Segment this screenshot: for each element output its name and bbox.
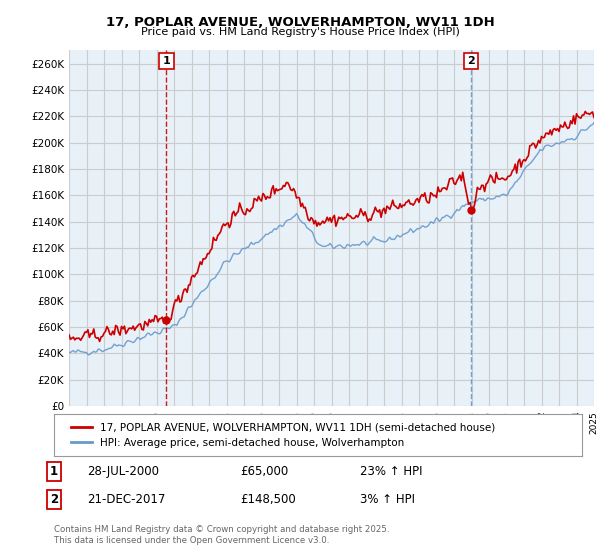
Text: 2: 2	[50, 493, 58, 506]
Text: 23% ↑ HPI: 23% ↑ HPI	[360, 465, 422, 478]
Text: 3% ↑ HPI: 3% ↑ HPI	[360, 493, 415, 506]
Text: 1: 1	[50, 465, 58, 478]
Text: Contains HM Land Registry data © Crown copyright and database right 2025.
This d: Contains HM Land Registry data © Crown c…	[54, 525, 389, 545]
Text: 2: 2	[467, 56, 475, 66]
Text: £65,000: £65,000	[240, 465, 288, 478]
Text: 28-JUL-2000: 28-JUL-2000	[87, 465, 159, 478]
Text: 1: 1	[163, 56, 170, 66]
Text: 21-DEC-2017: 21-DEC-2017	[87, 493, 166, 506]
Text: £148,500: £148,500	[240, 493, 296, 506]
Text: Price paid vs. HM Land Registry's House Price Index (HPI): Price paid vs. HM Land Registry's House …	[140, 27, 460, 37]
Text: 17, POPLAR AVENUE, WOLVERHAMPTON, WV11 1DH: 17, POPLAR AVENUE, WOLVERHAMPTON, WV11 1…	[106, 16, 494, 29]
Legend: 17, POPLAR AVENUE, WOLVERHAMPTON, WV11 1DH (semi-detached house), HPI: Average p: 17, POPLAR AVENUE, WOLVERHAMPTON, WV11 1…	[64, 417, 502, 454]
